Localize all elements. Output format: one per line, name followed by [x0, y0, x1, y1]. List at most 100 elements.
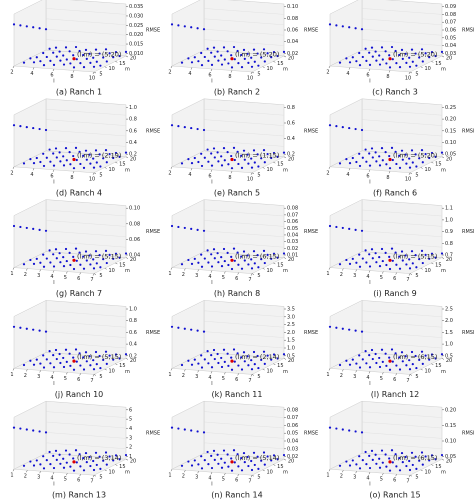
point [84, 149, 88, 152]
point [82, 166, 86, 169]
point [354, 430, 357, 433]
point [351, 156, 354, 160]
y-tick [104, 268, 107, 270]
pane-grid [203, 230, 285, 237]
point [420, 350, 424, 353]
y-tick [431, 61, 434, 63]
point [82, 154, 85, 157]
point [282, 353, 286, 356]
annotation: (l,m) = (5,14) [235, 454, 279, 462]
point [395, 162, 398, 166]
point [75, 58, 78, 61]
point [52, 51, 55, 54]
y-tick [115, 262, 118, 265]
point [170, 426, 174, 429]
point [418, 257, 421, 261]
point [180, 162, 184, 165]
point [430, 252, 434, 255]
point [226, 150, 229, 154]
pane [13, 98, 47, 168]
point [207, 462, 210, 466]
x-tick [39, 269, 41, 272]
y-tick [409, 71, 413, 74]
x-tick [408, 71, 411, 75]
z-label: RMSE [304, 28, 318, 34]
z-tick-label: 0.05 [445, 35, 456, 41]
point [69, 364, 72, 367]
y-tick-label: 15 [277, 162, 283, 168]
y-tick-label: 15 [277, 262, 283, 268]
x-tick-label: 6 [393, 478, 396, 484]
x-tick [170, 166, 173, 169]
point [92, 65, 96, 68]
point [237, 162, 240, 166]
point [276, 256, 279, 259]
point [207, 160, 210, 163]
pane-grid [45, 129, 127, 137]
point [338, 263, 342, 266]
point [213, 257, 216, 260]
point [434, 54, 437, 58]
point [328, 23, 332, 26]
x-tick-label: 10 [247, 76, 253, 82]
point [345, 57, 348, 60]
pane-grid [203, 432, 285, 439]
x-label: l [53, 179, 54, 185]
point [203, 55, 206, 59]
point [65, 259, 68, 263]
pane-grid [361, 341, 443, 349]
point [197, 261, 200, 264]
point [200, 265, 204, 268]
annotation: (l,m) = (1,15) [235, 152, 279, 160]
x-tick [210, 270, 213, 273]
point [210, 466, 214, 470]
point [227, 364, 230, 367]
point [227, 465, 230, 468]
point [42, 366, 46, 369]
y-label: m [283, 67, 288, 73]
point [200, 164, 204, 168]
point [398, 469, 402, 472]
best-point [72, 57, 76, 61]
z-label: RMSE [462, 28, 474, 34]
y-tick-label: 10 [266, 469, 272, 475]
point [243, 461, 246, 464]
point [440, 50, 444, 53]
point [48, 148, 51, 151]
point [92, 157, 95, 160]
x-tick-label: 6 [77, 276, 80, 282]
point [375, 462, 378, 465]
point [108, 354, 111, 357]
y-tick-label: 15 [119, 464, 125, 470]
point [49, 160, 52, 163]
point [25, 126, 28, 129]
point [360, 128, 364, 132]
point [32, 61, 36, 64]
point [401, 461, 404, 464]
point [428, 459, 431, 462]
point [384, 352, 387, 355]
z-tick-label: 0.05 [445, 152, 456, 158]
z-tick-label: 0.07 [287, 415, 298, 421]
x-tick-label: 8 [228, 175, 231, 181]
point [58, 453, 61, 456]
x-tick-label: 2 [168, 170, 171, 176]
y-tick [273, 464, 276, 466]
y-label: m [125, 67, 130, 73]
x-tick-label: 1 [10, 473, 13, 479]
pane-grid [361, 39, 443, 46]
y-tick-label: 20 [446, 459, 452, 465]
x-tick [355, 269, 357, 272]
point [98, 52, 101, 55]
point [415, 64, 418, 67]
point [183, 25, 186, 28]
point [74, 45, 78, 49]
x-tick-label: 7 [406, 479, 409, 485]
point [108, 455, 111, 458]
annotation: (l,m) = (3,14) [77, 454, 121, 462]
y-tick-label: 15 [119, 262, 125, 268]
caption: (d) Ranch 4 [56, 188, 102, 197]
point [44, 229, 48, 232]
pane-grid [45, 321, 127, 328]
point [39, 463, 42, 466]
